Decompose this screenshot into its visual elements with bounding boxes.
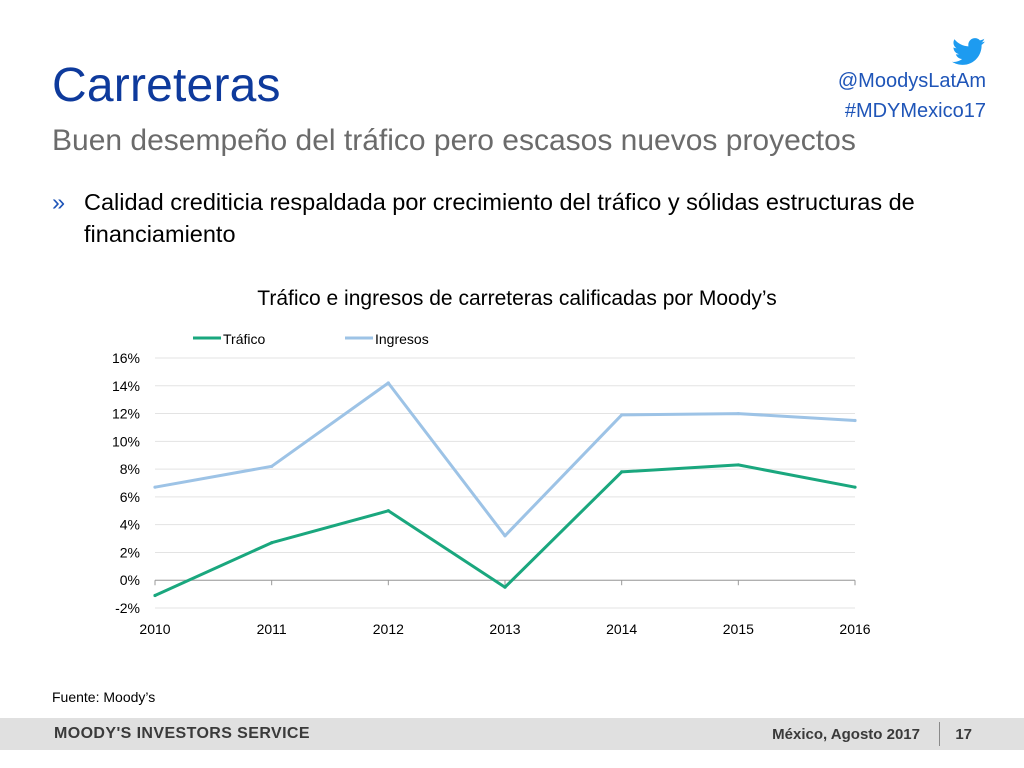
bullet-text: Calidad crediticia respaldada por crecim…: [84, 189, 915, 247]
legend-label: Tráfico: [223, 331, 265, 347]
twitter-bird-icon[interactable]: [952, 38, 986, 66]
event-hashtag[interactable]: #MDYMexico17: [844, 100, 986, 122]
legend-label: Ingresos: [375, 331, 429, 347]
data-point: [736, 463, 740, 467]
series-line: [154, 381, 856, 538]
footer-separator: [939, 722, 940, 746]
y-tick-label: 16%: [112, 350, 140, 366]
y-tick-label: 14%: [112, 378, 140, 394]
bullet-marker: »: [52, 189, 66, 215]
data-point: [270, 464, 274, 468]
y-tick-label: 6%: [120, 489, 140, 505]
data-point: [153, 593, 157, 598]
y-tick-label: 12%: [112, 406, 140, 422]
chart-title: Tráfico e ingresos de carreteras calific…: [257, 287, 777, 310]
social-block: @MoodysLatAm #MDYMexico17: [838, 38, 986, 126]
x-tick-label: 2012: [373, 621, 404, 637]
data-point: [270, 541, 274, 545]
footer-place-date: México, Agosto 2017: [772, 726, 920, 743]
slide-subtitle: Buen desempeño del tráfico pero escasos …: [52, 124, 856, 157]
y-tick-label: 0%: [120, 572, 140, 588]
x-tick-label: 2016: [839, 621, 870, 637]
data-point: [386, 509, 390, 513]
y-tick-label: 10%: [112, 433, 140, 449]
footer-bar: MOODY'S INVESTORS SERVICE México, Agosto…: [0, 718, 1024, 750]
page-number: 17: [955, 726, 972, 743]
data-point: [386, 381, 390, 385]
footer-brand: MOODY'S INVESTORS SERVICE: [54, 725, 310, 742]
line-chart: -2% 0% 2% 4% 6% 8% 10% 12% 14% 16% 2010 2011 2012 201…: [112, 331, 871, 637]
data-point: [620, 470, 624, 474]
data-point: [736, 411, 740, 416]
y-tick-label: -2%: [115, 600, 140, 616]
source-note: Fuente: Moody’s: [52, 689, 156, 705]
data-point: [503, 585, 507, 589]
x-tick-label: 2014: [606, 621, 637, 637]
y-tick-label: 2%: [120, 544, 140, 560]
data-point: [853, 418, 857, 423]
y-tick-label: 4%: [120, 517, 140, 533]
series-line: [154, 463, 856, 597]
x-tick-label: 2011: [257, 621, 287, 637]
slide-title: Carreteras: [52, 59, 281, 112]
data-point: [153, 485, 157, 489]
x-tick-label: 2010: [139, 621, 170, 637]
bullet-point: » Calidad crediticia respaldada por crec…: [52, 186, 932, 250]
twitter-handle[interactable]: @MoodysLatAm: [837, 70, 986, 92]
y-tick-label: 8%: [120, 461, 140, 477]
data-point: [503, 534, 507, 538]
data-point: [853, 485, 857, 489]
x-tick-label: 2015: [723, 621, 754, 637]
x-tick-label: 2013: [489, 621, 520, 637]
data-point: [620, 413, 624, 417]
